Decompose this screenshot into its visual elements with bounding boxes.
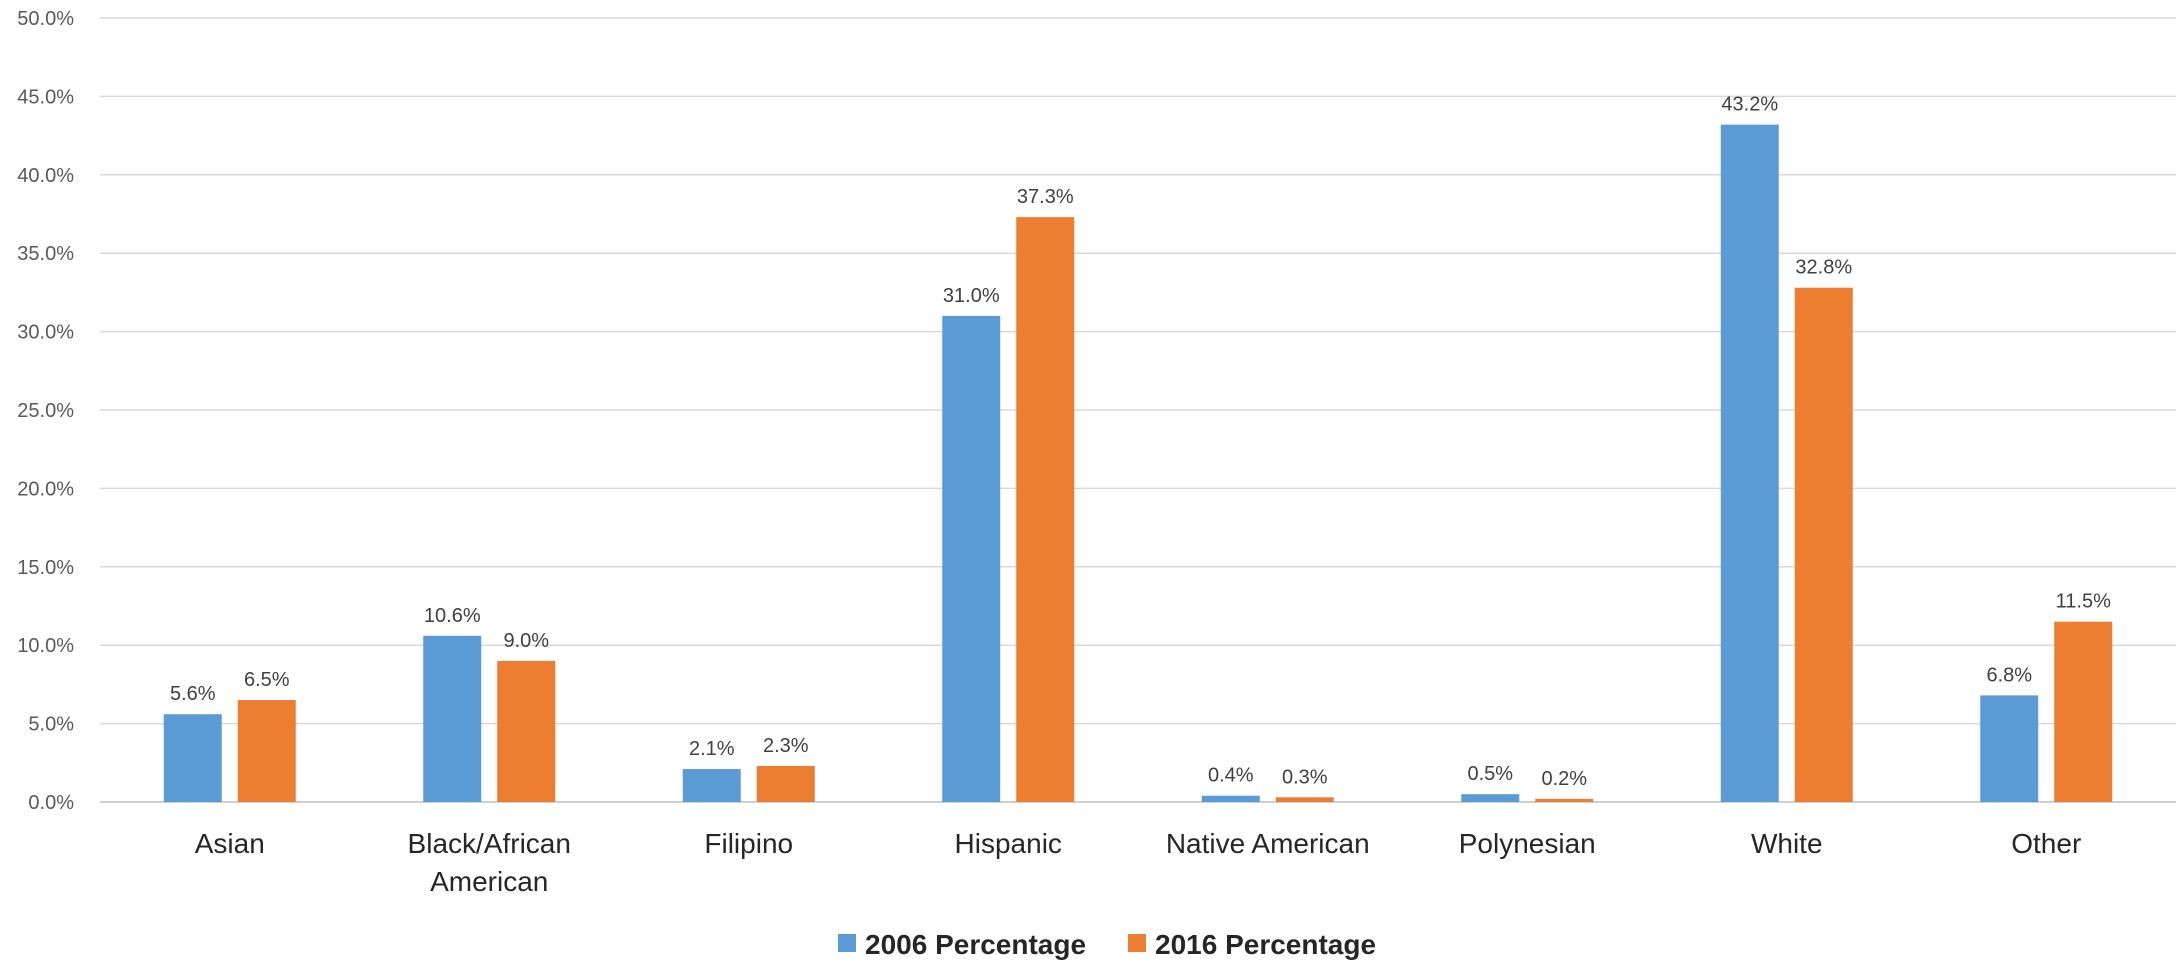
category-label: Hispanic xyxy=(955,828,1062,859)
y-tick-label: 15.0% xyxy=(17,557,74,579)
legend-swatch xyxy=(838,934,856,952)
bar-series1-cat5[interactable] xyxy=(1201,795,1260,802)
category-label: American xyxy=(430,866,548,897)
y-tick-label: 25.0% xyxy=(17,400,74,422)
category-label: White xyxy=(1751,828,1823,859)
data-label: 10.6% xyxy=(424,605,481,627)
data-label: 0.2% xyxy=(1541,768,1587,790)
data-label: 0.5% xyxy=(1467,763,1513,785)
bar-series2-cat3[interactable] xyxy=(756,765,815,802)
bar-series2-cat8[interactable] xyxy=(2054,621,2113,802)
bar-series1-cat7[interactable] xyxy=(1720,124,1779,802)
data-label: 0.3% xyxy=(1282,766,1328,788)
legend-swatch xyxy=(1128,934,1146,952)
y-tick-label: 20.0% xyxy=(17,478,74,500)
data-label: 31.0% xyxy=(943,285,1000,307)
bar-series2-cat5[interactable] xyxy=(1275,797,1334,802)
bars xyxy=(163,124,2113,803)
y-tick-label: 30.0% xyxy=(17,322,74,344)
data-label: 6.5% xyxy=(244,669,290,691)
bar-series1-cat4[interactable] xyxy=(942,315,1001,802)
category-label: Polynesian xyxy=(1459,828,1596,859)
bar-series1-cat3[interactable] xyxy=(682,769,741,802)
bar-series2-cat2[interactable] xyxy=(497,660,556,802)
legend-label: 2006 Percentage xyxy=(865,929,1086,960)
gridlines xyxy=(100,17,2176,803)
bar-series1-cat1[interactable] xyxy=(163,714,222,802)
x-axis-category-labels: Asian Black/African American Filipino Hispan… xyxy=(195,828,2082,897)
y-tick-label: 35.0% xyxy=(17,243,74,265)
data-label: 43.2% xyxy=(1721,94,1778,116)
data-label: 6.8% xyxy=(1986,664,2032,686)
y-tick-label: 0.0% xyxy=(28,792,74,814)
y-axis-tick-labels: 0.0% 5.0% 10.0% 15.0% 20.0% 25.0% 30.0% 35.0% 40… xyxy=(17,8,74,814)
legend-label: 2016 Percentage xyxy=(1155,929,1376,960)
data-label: 0.4% xyxy=(1208,765,1254,787)
bar-series1-cat2[interactable] xyxy=(423,635,482,802)
category-label: Other xyxy=(2011,828,2081,859)
y-tick-label: 5.0% xyxy=(28,714,74,736)
legend[interactable]: 2006 Percentage 2016 Percentage xyxy=(838,929,1376,960)
data-label: 11.5% xyxy=(2056,591,2111,613)
bar-series2-cat1[interactable] xyxy=(237,700,296,802)
legend-item-1[interactable]: 2006 Percentage xyxy=(838,929,1086,960)
bar-series1-cat8[interactable] xyxy=(1980,695,2039,802)
category-label: Asian xyxy=(195,828,265,859)
category-label: Native American xyxy=(1166,828,1370,859)
bar-series1-cat6[interactable] xyxy=(1461,794,1520,802)
data-label: 37.3% xyxy=(1017,186,1074,208)
bar-series2-cat4[interactable] xyxy=(1016,217,1075,803)
data-label: 2.1% xyxy=(689,738,735,760)
y-tick-label: 40.0% xyxy=(17,165,74,187)
y-tick-label: 10.0% xyxy=(17,635,74,657)
category-label: Filipino xyxy=(704,828,793,859)
data-labels: 5.6% 6.5% 10.6% 9.0% 2.1% 2.3% 31.0% 37.3% 0.4% 0… xyxy=(170,94,2111,790)
y-tick-label: 45.0% xyxy=(17,86,74,108)
data-label: 5.6% xyxy=(170,683,216,705)
data-label: 32.8% xyxy=(1795,257,1852,279)
legend-item-2[interactable]: 2016 Percentage xyxy=(1128,929,1376,960)
category-label: Black/African xyxy=(408,828,571,859)
bar-series2-cat6[interactable] xyxy=(1535,798,1594,802)
y-tick-label: 50.0% xyxy=(17,8,74,30)
data-label: 2.3% xyxy=(763,735,809,757)
bar-series2-cat7[interactable] xyxy=(1794,287,1853,802)
data-label: 9.0% xyxy=(503,630,549,652)
